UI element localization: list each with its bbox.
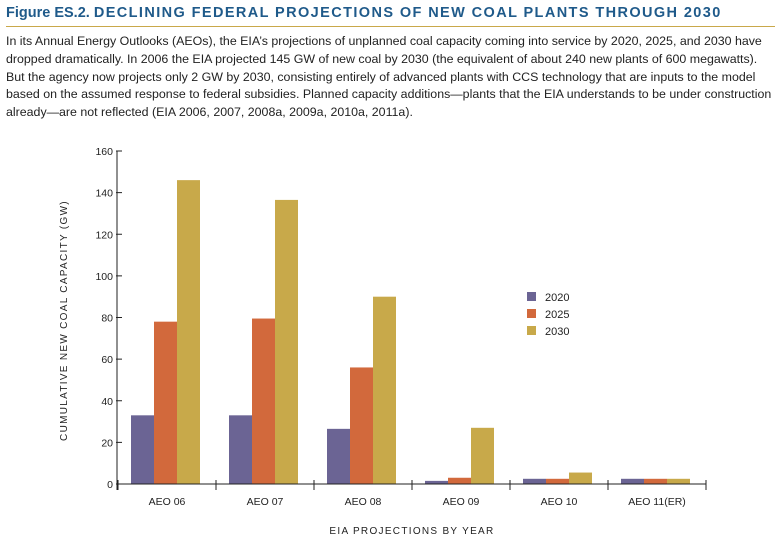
bar: [229, 415, 252, 484]
x-tick-label: AEO 11(ER): [628, 496, 686, 508]
bar: [523, 478, 546, 484]
legend-swatch: [527, 326, 536, 335]
legend-swatch: [527, 292, 536, 301]
y-tick-label: 0: [107, 479, 113, 491]
bar: [471, 427, 494, 484]
bar: [448, 477, 471, 484]
y-tick-label: 100: [95, 271, 113, 283]
figure-heading: Figure ES.2. DECLINING FEDERAL PROJECTIO…: [6, 5, 722, 21]
y-tick-label: 20: [101, 437, 113, 449]
y-tick-label: 80: [101, 313, 113, 325]
y-tick-label: 160: [95, 146, 113, 158]
y-tick-label: 60: [101, 354, 113, 366]
x-tick-label: AEO 07: [247, 496, 284, 508]
legend-label: 2030: [545, 326, 569, 338]
figure-label: Figure ES.2.: [6, 5, 90, 21]
bar: [131, 415, 154, 484]
y-axis-title: CUMULATIVE NEW COAL CAPACITY (GW): [59, 200, 70, 441]
bar: [252, 318, 275, 484]
bar: [667, 478, 690, 484]
bar: [546, 478, 569, 484]
x-axis-title: EIA PROJECTIONS BY YEAR: [329, 526, 494, 537]
bar: [621, 478, 644, 484]
x-tick-label: AEO 06: [149, 496, 186, 508]
x-tick-label: AEO 08: [345, 496, 382, 508]
y-tick-label: 40: [101, 396, 113, 408]
bar: [425, 480, 448, 484]
legend-label: 2020: [545, 292, 569, 304]
bar: [275, 199, 298, 485]
y-tick-label: 140: [95, 188, 113, 200]
x-tick-label: AEO 10: [541, 496, 578, 508]
bar: [644, 478, 667, 484]
bar: [154, 321, 177, 484]
bar: [350, 367, 373, 484]
bar: [569, 472, 592, 484]
x-tick-label: AEO 09: [443, 496, 480, 508]
legend-label: 2025: [545, 309, 569, 321]
figure-title: DECLINING FEDERAL PROJECTIONS OF NEW COA…: [93, 5, 722, 21]
bar: [327, 428, 350, 484]
figure-header: Figure ES.2. DECLINING FEDERAL PROJECTIO…: [6, 2, 775, 27]
bar: [177, 180, 200, 484]
bar: [373, 296, 396, 484]
legend-swatch: [527, 309, 536, 318]
figure-description: In its Annual Energy Outlooks (AEOs), th…: [6, 34, 772, 120]
y-tick-label: 120: [95, 229, 113, 241]
